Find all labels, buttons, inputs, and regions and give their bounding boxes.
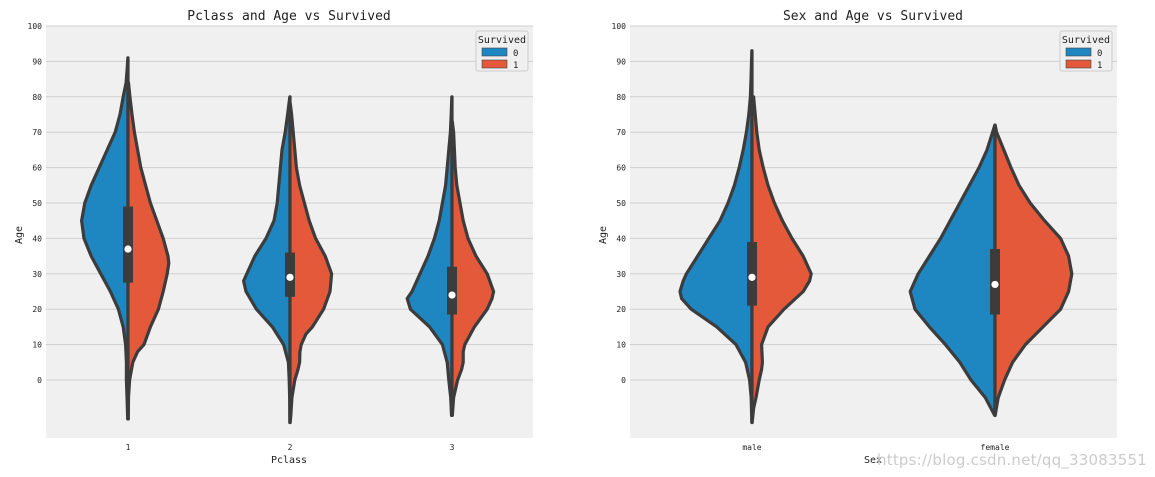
right-legend-title: Survived [1062,35,1110,46]
left-violin-2-survived-1 [288,102,334,425]
right-median-male [748,273,756,281]
left-y-tick-90: 90 [32,57,42,66]
left-violin-3-survived-1 [450,119,496,417]
watermark: https://blog.csdn.net/qq_33083551 [877,451,1147,469]
left-y-tick-80: 80 [32,93,42,102]
left-legend-label-0: 0 [513,49,518,59]
right-y-tick-0: 0 [621,376,626,385]
left-violins [80,56,496,425]
right-violin-male-survived-1 [750,95,813,425]
right-y-tick-90: 90 [616,57,626,66]
left-y-tick-40: 40 [32,234,42,243]
right-x-tick-male: male [742,443,761,452]
left-legend-swatch-0 [481,47,508,57]
left-median-1 [124,245,132,253]
right-violin-female-survived-0 [908,123,997,417]
left-x-tick-2: 2 [288,443,293,452]
right-y-axis-label: Age [598,226,609,244]
left-chart: Pclass and Age vs Survived 1009080706050… [14,9,533,466]
right-median-female [991,280,999,289]
right-violin-male-survived-0 [678,49,754,425]
right-violin-female-survived-1 [993,123,1074,417]
left-y-tick-0: 0 [37,376,42,385]
left-y-tick-60: 60 [32,164,42,173]
right-x-axis-label: Sex [864,455,882,466]
left-violin-3 [405,95,496,417]
right-violin-male [678,49,813,425]
right-y-tick-70: 70 [616,128,626,137]
right-y-tick-30: 30 [616,270,626,279]
right-y-tick-100: 100 [612,22,627,31]
left-x-axis-label: Pclass [271,455,307,466]
left-violin-1 [80,56,171,421]
left-legend-label-1: 1 [513,61,518,71]
left-legend-title: Survived [478,35,526,46]
right-x-ticks: male female [742,443,1009,452]
right-chart-title: Sex and Age vs Survived [783,9,963,24]
right-legend-label-0: 0 [1097,49,1102,59]
left-x-tick-3: 3 [450,443,455,452]
right-y-tick-40: 40 [616,234,626,243]
left-y-tick-70: 70 [32,128,42,137]
left-y-axis-label: Age [14,226,25,244]
left-y-tick-50: 50 [32,199,42,208]
right-legend-swatch-0 [1065,47,1092,57]
right-legend-label-1: 1 [1097,61,1102,71]
left-median-3 [448,291,456,299]
right-y-tick-60: 60 [616,164,626,173]
right-violin-female [908,123,1074,417]
left-box-3 [447,266,457,315]
left-chart-title: Pclass and Age vs Survived [187,9,391,24]
right-y-tick-20: 20 [616,305,626,314]
left-y-tick-30: 30 [32,270,42,279]
right-y-tick-80: 80 [616,93,626,102]
left-box-1 [123,206,133,283]
right-y-tick-50: 50 [616,199,626,208]
left-x-ticks: 1 2 3 [126,443,455,452]
left-y-tick-10: 10 [32,341,42,350]
right-x-tick-female: female [981,443,1010,452]
right-chart: Sex and Age vs Survived 1009080706050403… [598,9,1117,466]
right-violins [678,49,1074,425]
left-legend[interactable]: Survived 0 1 [475,30,529,72]
left-median-2 [286,273,294,281]
left-violin-2 [242,95,334,425]
left-y-tick-20: 20 [32,305,42,314]
left-x-tick-1: 1 [126,443,131,452]
left-violin-1-survived-1 [126,81,171,421]
left-y-tick-100: 100 [28,22,43,31]
right-legend-swatch-1 [1065,59,1092,69]
right-legend[interactable]: Survived 0 1 [1059,30,1113,72]
left-legend-swatch-1 [481,59,508,69]
right-y-tick-10: 10 [616,341,626,350]
